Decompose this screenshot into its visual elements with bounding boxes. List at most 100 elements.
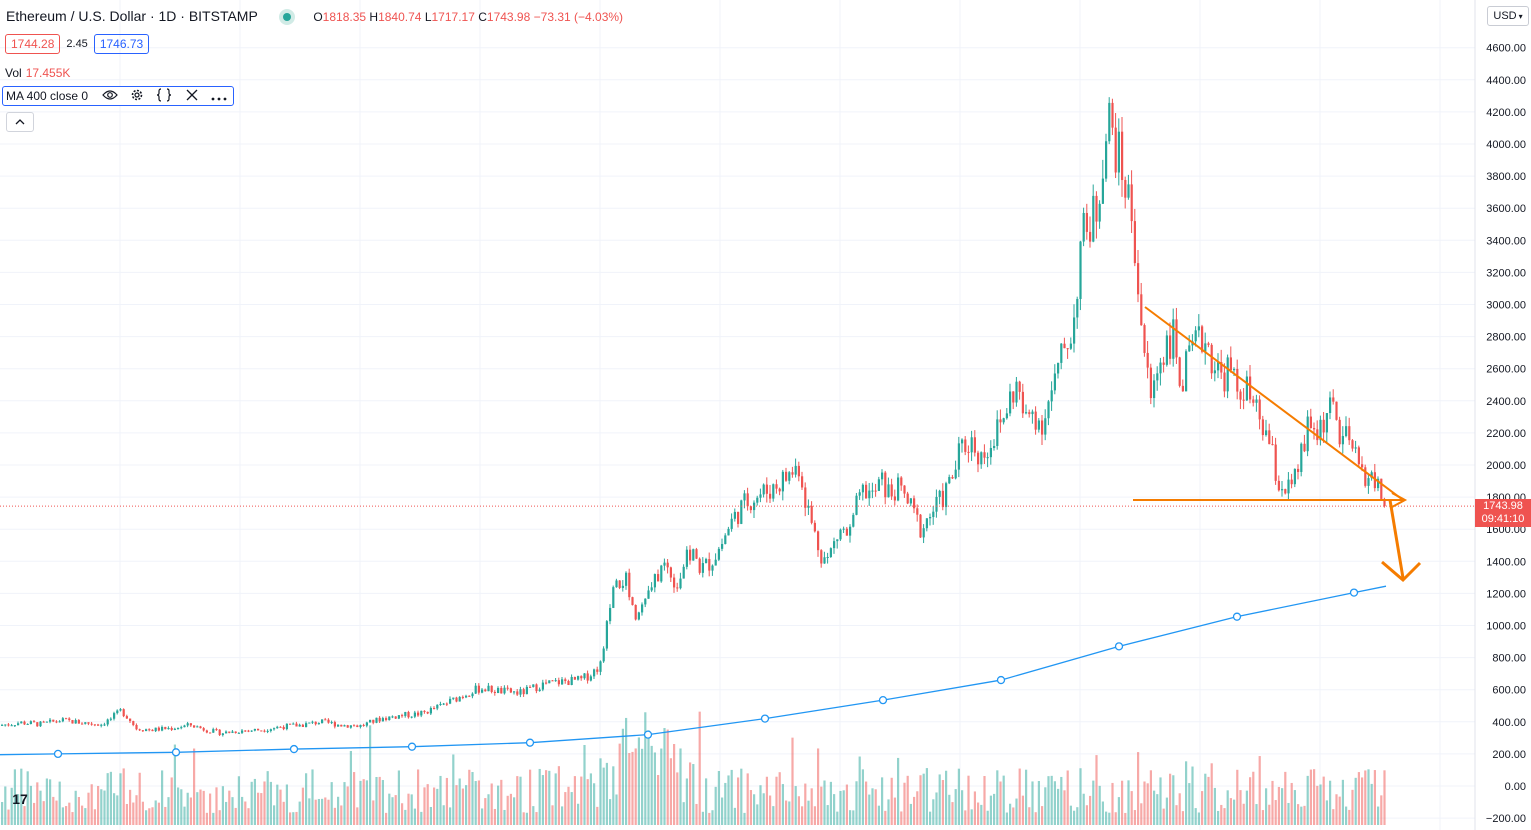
- volume-bar: [1111, 782, 1114, 825]
- candle-body: [660, 565, 663, 582]
- candle-body: [893, 496, 896, 501]
- volume-bar: [301, 787, 304, 825]
- volume-bar: [858, 756, 861, 825]
- candle-body: [263, 730, 266, 732]
- volume-bar: [602, 767, 605, 825]
- candle-body: [1281, 489, 1284, 491]
- close-icon[interactable]: [178, 89, 205, 104]
- candle-body: [369, 719, 372, 723]
- volume-bar: [564, 792, 567, 825]
- candle-body: [669, 567, 672, 578]
- volume-bar: [1284, 771, 1287, 825]
- candle-body: [1172, 319, 1175, 359]
- volume-bar: [1092, 780, 1095, 825]
- volume-bar: [605, 762, 608, 825]
- more-icon[interactable]: [206, 89, 233, 104]
- low-value: 1717.17: [431, 10, 475, 24]
- volume-bar: [769, 795, 772, 825]
- eye-icon[interactable]: [96, 89, 123, 104]
- candle-body: [1338, 419, 1341, 445]
- volume-bar: [266, 771, 269, 825]
- high-label: H: [369, 10, 379, 24]
- candle-body: [231, 731, 234, 733]
- candle-body: [532, 684, 535, 687]
- volume-bar: [1345, 806, 1348, 825]
- volume-bar: [151, 807, 154, 825]
- volume-bar: [743, 812, 746, 825]
- candle-body: [1143, 325, 1146, 353]
- currency-selector[interactable]: USD ▾: [1487, 6, 1529, 26]
- candle-body: [1261, 419, 1264, 436]
- volume-bar: [365, 780, 368, 825]
- volume-bar: [1223, 808, 1226, 825]
- volume-bar: [378, 776, 381, 825]
- candle-body: [413, 712, 416, 717]
- candle-body: [324, 719, 327, 721]
- volume-bar: [330, 782, 333, 825]
- candle-body: [516, 691, 519, 695]
- ask-price-button[interactable]: 1746.73: [93, 34, 150, 54]
- candle-body: [1258, 399, 1261, 420]
- candle-body: [404, 712, 407, 716]
- candle-body: [1076, 298, 1079, 318]
- candle-body: [970, 437, 973, 453]
- volume-bar: [1213, 787, 1216, 825]
- volume-bar: [1271, 780, 1274, 825]
- volume-bar: [1034, 812, 1037, 825]
- volume-bar: [663, 728, 666, 825]
- ma400-markers: [53, 588, 1359, 759]
- candle-body: [58, 721, 61, 723]
- volume-bar: [929, 811, 932, 825]
- collapse-legend-button[interactable]: [6, 112, 34, 132]
- candle-body: [999, 419, 1002, 423]
- candle-body: [1005, 413, 1008, 419]
- volume-legend[interactable]: Vol 17.455K: [5, 66, 70, 80]
- symbol-title[interactable]: Ethereum / U.S. Dollar · 1D · BITSTAMP: [6, 8, 258, 24]
- price-axis[interactable]: −200.00 0.00 200.00 400.00 600.00 800.00 1000.…: [1486, 43, 1526, 825]
- tradingview-logo-icon[interactable]: 17: [6, 788, 34, 810]
- volume-bar: [964, 810, 967, 825]
- volume-bar: [589, 773, 592, 825]
- volume-bar: [186, 792, 189, 825]
- volume-bar: [401, 803, 404, 825]
- volume-bar: [132, 802, 135, 825]
- candle-body: [225, 731, 228, 734]
- candle-body: [740, 500, 743, 524]
- candle-body: [535, 684, 538, 692]
- volume-bar: [1252, 771, 1255, 825]
- candle-body: [141, 730, 144, 732]
- price-tick-label: 4200.00: [1486, 107, 1526, 119]
- volume-bar: [580, 776, 583, 825]
- candle-body: [951, 476, 954, 479]
- candle-body: [929, 517, 932, 519]
- volume-bar: [359, 780, 362, 825]
- candle-body: [753, 502, 756, 511]
- candle-body: [442, 703, 445, 705]
- candle-body: [164, 726, 167, 730]
- candle-body: [477, 685, 480, 693]
- candle-body: [458, 696, 461, 702]
- candle-body: [980, 452, 983, 465]
- volume-bar: [356, 807, 359, 825]
- volume-bar: [1082, 793, 1085, 825]
- candle-body: [410, 716, 413, 718]
- ma-marker: [289, 744, 299, 754]
- bid-price-button[interactable]: 1744.28: [5, 34, 61, 54]
- ma-marker: [53, 749, 63, 759]
- volume-bar: [973, 791, 976, 825]
- volume-bar: [1159, 777, 1162, 825]
- gear-icon[interactable]: [123, 88, 150, 105]
- candle-body: [244, 730, 247, 732]
- volume-bar: [810, 788, 813, 825]
- volume-bar: [1137, 752, 1140, 825]
- code-braces-icon[interactable]: [151, 87, 178, 105]
- candle-body: [618, 580, 621, 588]
- volume-bar: [1165, 797, 1168, 825]
- candle-body: [557, 680, 560, 685]
- candle-body: [922, 528, 925, 538]
- candle-body: [1060, 343, 1063, 363]
- candle-body: [145, 729, 148, 732]
- candle-body: [295, 723, 298, 727]
- ma-indicator-legend[interactable]: MA 400 close 0: [2, 86, 234, 106]
